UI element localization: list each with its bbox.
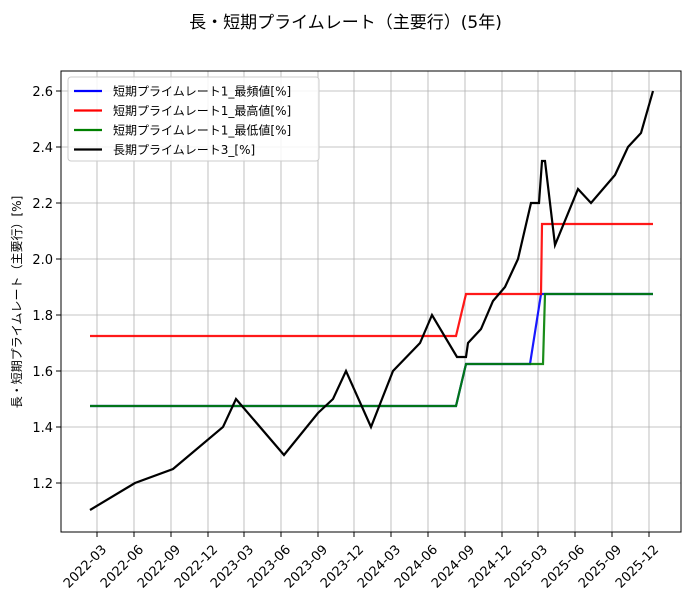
series-line-3 [89, 90, 655, 511]
y-tick-label: 2.0 [32, 253, 53, 268]
x-axis: 2022-032022-062022-092022-122023-032023-… [61, 532, 662, 591]
chart-title: 長・短期プライムレート（主要行）(5年) [189, 13, 502, 33]
y-tick-label: 1.8 [32, 309, 53, 324]
y-axis-label: 長・短期プライムレート（主要行）[%] [10, 196, 24, 409]
y-tick-label: 1.2 [32, 477, 53, 492]
y-tick-label: 2.2 [32, 197, 53, 212]
y-tick-label: 2.4 [32, 141, 53, 156]
legend-label-0: 短期プライムレート1_最頻値[%] [113, 84, 291, 99]
series-line-1 [90, 222, 653, 338]
y-tick-label: 1.4 [32, 421, 53, 436]
y-axis: 1.2 1.4 1.6 1.8 2.0 2.2 2.4 2.6 [32, 85, 61, 492]
legend-label-3: 長期プライムレート3_[%] [113, 143, 255, 157]
legend-label-2: 短期プライムレート1_最低値[%] [113, 123, 291, 138]
y-tick-label: 2.6 [32, 85, 53, 100]
series-line-2 [90, 292, 653, 408]
legend-label-1: 短期プライムレート1_最高値[%] [113, 103, 291, 118]
grid-lines [61, 71, 681, 532]
y-tick-label: 1.6 [32, 365, 53, 380]
series-lines [89, 90, 655, 511]
legend-box [67, 76, 320, 162]
series-line-0 [90, 292, 653, 408]
legend: 短期プライムレート1_最頻値[%] 短期プライムレート1_最高値[%] 短期プライム… [67, 76, 320, 162]
plot-frame [60, 70, 682, 533]
